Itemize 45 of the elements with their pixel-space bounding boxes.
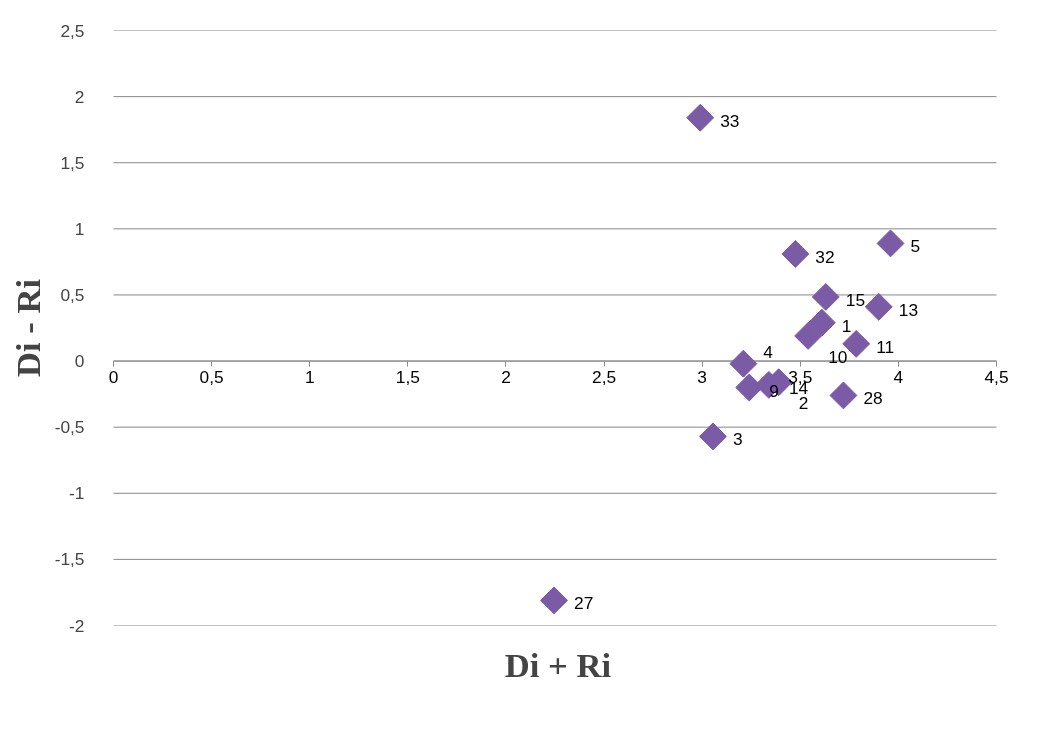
- x-tick-label: 4,5: [984, 367, 1009, 388]
- y-axis-title: Di - Ri: [8, 278, 47, 378]
- point: [811, 282, 840, 311]
- x-tick-label: 1: [304, 367, 315, 388]
- x-axis-title: Di + Ri: [504, 645, 612, 684]
- annotation: 5: [910, 236, 921, 257]
- annotation: 10: [828, 346, 848, 367]
- point: [864, 292, 893, 321]
- annotation: 28: [863, 388, 883, 409]
- annotation: 13: [898, 299, 919, 320]
- annotation: 1: [841, 315, 852, 336]
- y-tick-label: 2,5: [60, 20, 85, 41]
- y-tick-label: 1,5: [60, 152, 85, 173]
- point: [540, 586, 568, 615]
- y-tick-label: 0,5: [60, 284, 85, 305]
- annotation: 33: [720, 110, 740, 131]
- x-tick-label: 1,5: [395, 367, 420, 388]
- x-tick-label: 4: [893, 367, 904, 388]
- point: [781, 240, 810, 268]
- annotation: 27: [574, 593, 594, 614]
- point: [729, 349, 758, 378]
- point: [794, 322, 823, 350]
- point: [876, 229, 905, 258]
- y-tick-label: -0,5: [54, 417, 85, 438]
- y-tick-label: 0: [74, 351, 85, 372]
- x-tick-label: 0,5: [199, 367, 224, 388]
- annotation: 4: [763, 342, 774, 363]
- annotation: 11: [876, 336, 895, 357]
- annotation: 3: [732, 429, 743, 450]
- x-tick-label: 3: [697, 367, 707, 388]
- point: [807, 308, 836, 337]
- point: [686, 103, 715, 132]
- point: [829, 381, 858, 410]
- y-tick-label: 1: [74, 218, 85, 239]
- x-tick-label: 0: [108, 367, 119, 388]
- annotation: 15: [845, 289, 866, 310]
- y-tick-label: -1: [69, 483, 85, 504]
- y-tick-label: -2: [69, 615, 85, 636]
- x-tick-label: 2,5: [592, 367, 617, 388]
- point: [699, 422, 727, 451]
- annotation: 32: [815, 246, 835, 267]
- x-tick-label: 2: [501, 367, 511, 388]
- y-tick-label: 2: [74, 86, 85, 107]
- y-tick-label: -1,5: [54, 549, 85, 570]
- annotation: 2: [798, 393, 809, 414]
